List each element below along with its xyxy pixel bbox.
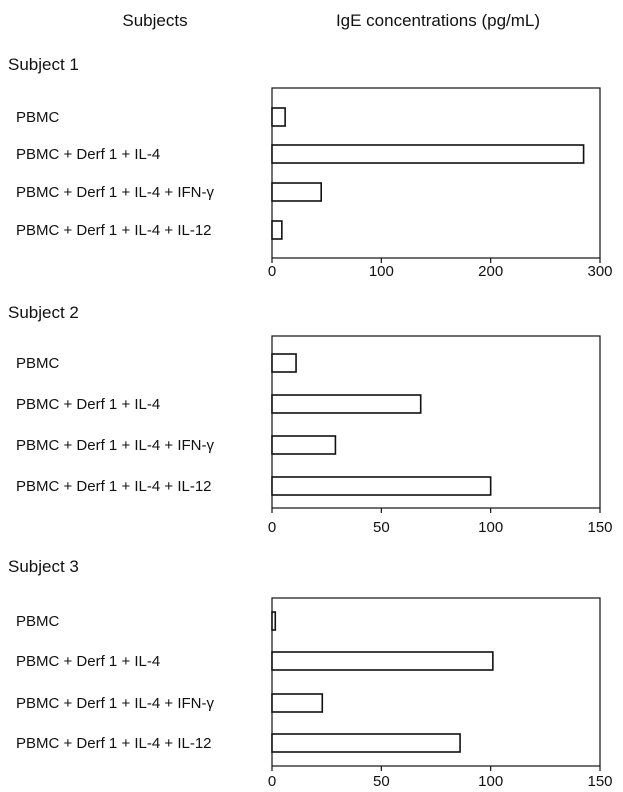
- plot-frame: [271, 335, 601, 509]
- panel-title: Subject 1: [8, 55, 79, 74]
- plot-frame: [271, 87, 601, 259]
- subject-panel: Subject 2 PBMC PBMC + Derf 1 + IL-4 PBMC + …: [8, 303, 613, 536]
- bar: [271, 394, 422, 414]
- x-tick-label: 200: [478, 263, 503, 280]
- category-label: PBMC + Derf 1 + IL-4 + IL-12: [16, 222, 212, 239]
- subject-panel: Subject 3 PBMC PBMC + Derf 1 + IL-4 PBMC + …: [8, 557, 613, 790]
- bar: [271, 693, 324, 713]
- ige-column-header: IgE concentrations (pg/mL): [336, 11, 540, 30]
- bar: [271, 651, 494, 671]
- category-label: PBMC + Derf 1 + IL-4: [16, 396, 160, 413]
- x-tick-label: 100: [369, 263, 394, 280]
- bar: [271, 107, 286, 127]
- bar: [271, 733, 461, 753]
- category-label: PBMC + Derf 1 + IL-4 + IFN-γ: [16, 184, 214, 201]
- bar: [271, 220, 283, 240]
- category-label: PBMC: [16, 355, 60, 372]
- x-tick-label: 50: [373, 519, 390, 536]
- category-label: PBMC: [16, 109, 60, 126]
- x-tick-label: 0: [268, 773, 276, 790]
- category-label: PBMC + Derf 1 + IL-4: [16, 653, 160, 670]
- panels: Subject 1 PBMC PBMC + Derf 1 + IL-4 PBMC + …: [8, 55, 613, 790]
- bar: [271, 182, 323, 202]
- category-label: PBMC + Derf 1 + IL-4 + IL-12: [16, 735, 212, 752]
- panel-title: Subject 2: [8, 303, 79, 322]
- category-label: PBMC + Derf 1 + IL-4 + IL-12: [16, 478, 212, 495]
- category-label: PBMC + Derf 1 + IL-4 + IFN-γ: [16, 437, 214, 454]
- bar: [271, 611, 277, 631]
- x-tick-label: 0: [268, 519, 276, 536]
- x-tick-label: 150: [587, 773, 612, 790]
- subject-panel: Subject 1 PBMC PBMC + Derf 1 + IL-4 PBMC + …: [8, 55, 613, 280]
- x-tick-label: 150: [587, 519, 612, 536]
- bar: [271, 435, 337, 455]
- x-tick-label: 50: [373, 773, 390, 790]
- bar: [271, 353, 297, 373]
- plot-frame: [271, 597, 601, 767]
- x-tick-label: 0: [268, 263, 276, 280]
- category-label: PBMC + Derf 1 + IL-4 + IFN-γ: [16, 695, 214, 712]
- bar: [271, 476, 492, 496]
- panel-title: Subject 3: [8, 557, 79, 576]
- bar: [271, 144, 585, 164]
- category-label: PBMC + Derf 1 + IL-4: [16, 146, 160, 163]
- subjects-column-header: Subjects: [122, 11, 187, 30]
- x-tick-label: 100: [478, 773, 503, 790]
- x-tick-label: 300: [587, 263, 612, 280]
- x-tick-label: 100: [478, 519, 503, 536]
- category-label: PBMC: [16, 613, 60, 630]
